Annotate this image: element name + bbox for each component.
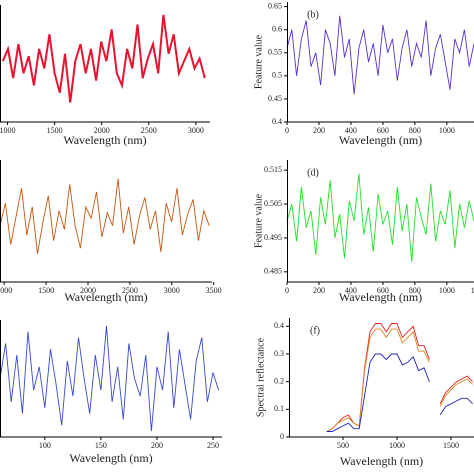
x-tick-label: 3000 [188, 126, 204, 135]
x-tick-label: 1500 [38, 286, 54, 295]
x-tick-label: 1500 [443, 441, 459, 450]
panel-label: (f) [310, 325, 320, 336]
x-axis-label: Wavelength (nm) [340, 454, 423, 468]
y-tick-label: 0.55 [268, 48, 282, 57]
y-axis-label: Feature value [253, 193, 264, 248]
x-tick-label: 1000 [0, 286, 12, 295]
y-tick-label: 0.495 [264, 233, 282, 242]
x-tick-label: 3500 [206, 286, 222, 295]
x-axis-label: Wavelength (nm) [339, 133, 422, 147]
x-tick-label: 200 [313, 126, 325, 135]
x-tick-label: 200 [313, 286, 325, 295]
x-tick-label: 1000 [439, 126, 455, 135]
y-axis-label: Feature value [253, 34, 264, 89]
y-tick-label: 0.1 [274, 404, 284, 413]
x-tick-label: 500 [337, 441, 349, 450]
series-line [0, 325, 220, 432]
y-tick-label: 0.505 [264, 199, 282, 208]
x-tick-label: 2000 [80, 286, 96, 295]
x-tick-label: 2000 [94, 126, 110, 135]
x-tick-label: 800 [409, 286, 421, 295]
x-tick-label: 1000 [389, 441, 405, 450]
panel-label: (b) [307, 9, 319, 20]
x-tick-label: 400 [345, 126, 357, 135]
x-axis-label: Wavelength (nm) [339, 290, 422, 304]
x-tick-label: 400 [345, 286, 357, 295]
x-tick-label: 2500 [141, 126, 157, 135]
x-tick-label: 1000 [439, 286, 455, 295]
x-tick-label: 800 [409, 126, 421, 135]
panel-label: (d) [307, 167, 319, 178]
x-tick-label: 250 [207, 441, 219, 450]
y-tick-label: 0.65 [268, 1, 282, 10]
x-axis-label: Wavelength (nm) [69, 451, 152, 465]
x-tick-label: 0 [285, 286, 289, 295]
y-tick-label: 0.3 [274, 349, 284, 358]
x-tick-label: 100 [39, 441, 51, 450]
y-axis-label: Spectral reflectance [255, 337, 266, 417]
x-tick-label: 3000 [164, 286, 180, 295]
x-axis-label: Wavelength (nm) [63, 133, 146, 147]
x-tick-label: 600 [377, 126, 389, 135]
y-tick-label: 0.4 [272, 117, 282, 126]
y-tick-label: 0.4 [274, 321, 284, 330]
x-tick-label: 2500 [122, 286, 138, 295]
series-line [326, 328, 473, 432]
x-tick-label: 1500 [47, 126, 63, 135]
series-line [326, 353, 473, 432]
series-line [286, 173, 474, 262]
x-axis-label: Wavelength (nm) [64, 290, 147, 304]
series-line [1, 14, 206, 103]
series-line [286, 15, 474, 95]
y-tick-label: 0.5 [272, 71, 282, 80]
y-tick-label: 0.515 [264, 165, 282, 174]
x-tick-label: 200 [151, 441, 163, 450]
series-line [0, 178, 210, 254]
x-tick-label: 600 [377, 286, 389, 295]
x-tick-label: 1000 [0, 126, 16, 135]
x-tick-label: 150 [95, 441, 107, 450]
x-tick-label: 0 [285, 126, 289, 135]
y-tick-label: 0.485 [264, 267, 282, 276]
y-tick-label: 0.6 [272, 25, 282, 34]
y-tick-label: 0.45 [268, 94, 282, 103]
y-tick-label: 0 [280, 432, 284, 441]
x-tick-label: 1200 [471, 286, 474, 295]
series-line [326, 323, 473, 432]
y-tick-label: 0.2 [274, 376, 284, 385]
